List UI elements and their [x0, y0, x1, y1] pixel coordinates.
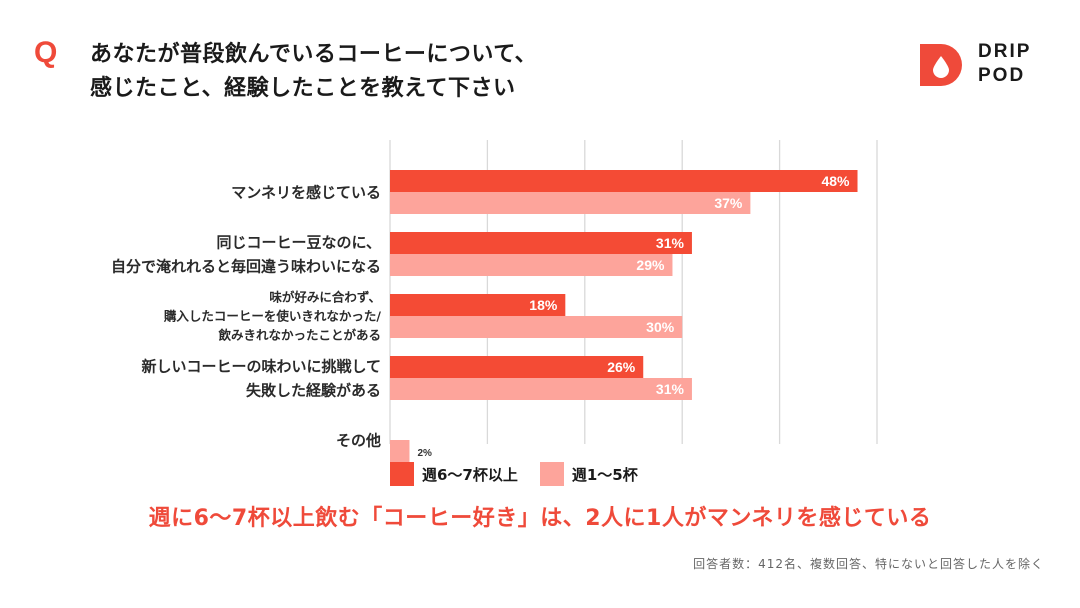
data-label: 2% [417, 448, 432, 459]
category-label: 失敗した経験がある [246, 381, 381, 399]
data-label: 26% [607, 359, 636, 375]
bar-heavy [390, 170, 858, 192]
data-label: 31% [656, 235, 685, 251]
title-line-2: 感じたこと、経験したことを教えて下さい [90, 76, 516, 101]
category-label: 購入したコーヒーを使いきれなかった/ [163, 309, 382, 324]
headline: 週に6〜7杯以上飲む「コーヒー好き」は、2人に1人がマンネリを感じている [148, 506, 932, 531]
legend: 週6〜7杯以上 週1〜5杯 [390, 462, 638, 486]
bar-light [390, 316, 683, 338]
bar-light [390, 192, 751, 214]
drip-pod-logo: DRIP POD [920, 40, 1050, 90]
category-label: 自分で淹れれると毎回違う味わいになる [111, 257, 381, 275]
logo-mark [920, 44, 962, 86]
data-label: 30% [646, 319, 675, 335]
legend-swatch-heavy [390, 462, 414, 486]
data-label: 29% [636, 257, 665, 273]
data-label: 31% [656, 381, 685, 397]
category-label: 味が好みに合わず、 [269, 290, 381, 305]
logo-line-2: POD [978, 65, 1026, 86]
legend-swatch-light [539, 462, 564, 486]
category-label: その他 [336, 431, 381, 449]
legend-label-heavy: 週6〜7杯以上 [422, 465, 518, 484]
data-label: 37% [714, 195, 743, 211]
bar-heavy [390, 356, 644, 378]
category-label: マンネリを感じている [231, 183, 381, 201]
q-mark: Q [34, 36, 58, 69]
bar-heavy [390, 232, 692, 254]
category-label: 同じコーヒー豆なのに、 [216, 233, 381, 251]
bar-heavy [390, 294, 566, 316]
legend-item-light: 週1〜5杯 [539, 462, 638, 486]
legend-item-heavy: 週6〜7杯以上 [390, 462, 518, 486]
category-label: 新しいコーヒーの味わいに挑戦して [141, 357, 381, 375]
data-label: 18% [529, 297, 558, 313]
drop-icon [933, 56, 949, 78]
logo-line-1: DRIP [978, 41, 1032, 62]
bar-light [390, 378, 692, 400]
legend-label-light: 週1〜5杯 [571, 465, 638, 484]
category-label: 飲みきれなかったことがある [217, 328, 381, 343]
logo-text: DRIP POD [978, 40, 1031, 88]
footnote: 回答者数：412名、複数回答、特にないと回答した人を除く [693, 557, 1044, 571]
bar-light [390, 440, 410, 462]
title-line-1: あなたが普段飲んでいるコーヒーについて、 [90, 42, 538, 67]
page-title: あなたが普段飲んでいるコーヒーについて、 感じたこと、経験したことを教えて下さい [90, 38, 537, 106]
data-label: 48% [821, 173, 850, 189]
bar-light [390, 254, 673, 276]
